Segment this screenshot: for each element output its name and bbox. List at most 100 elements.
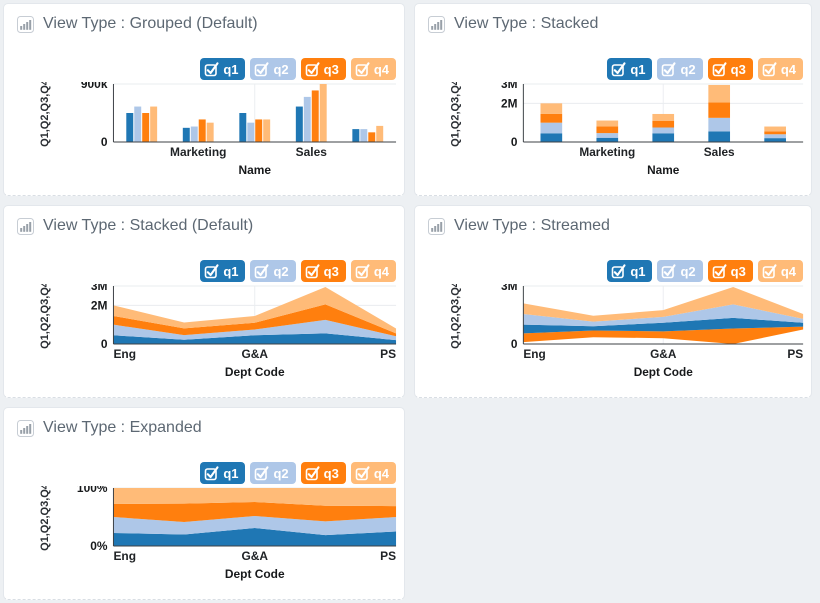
- bar-segment-q2[interactable]: [708, 117, 731, 132]
- bar-q2[interactable]: [134, 106, 142, 142]
- bar-q4[interactable]: [376, 125, 384, 142]
- checkbox-checked-icon: [255, 465, 270, 480]
- panel-header: View Type : Expanded: [4, 408, 404, 437]
- bar-q4[interactable]: [150, 106, 158, 142]
- legend-item-q3[interactable]: q3: [707, 260, 753, 282]
- area-layer-q1[interactable]: [523, 317, 804, 334]
- checkbox-checked-icon: [305, 263, 320, 278]
- chart-canvas-stacked-bar[interactable]: 0 2M 3M Marketing Sales Name Q1,Q2,Q3,Q4: [415, 82, 811, 180]
- legend-item-label: q4: [780, 263, 796, 279]
- legend-item-q2[interactable]: q2: [657, 260, 703, 282]
- checkbox-checked-icon: [355, 263, 370, 278]
- bar-q1[interactable]: [126, 113, 134, 142]
- legend-item-q4[interactable]: q4: [350, 462, 396, 484]
- area-layer-q4[interactable]: [113, 286, 397, 334]
- bar-q3[interactable]: [255, 119, 263, 142]
- checkbox-checked-icon: [712, 61, 727, 76]
- panel-view-type-stacked-area: View Type : Stacked (Default) q1 q2 q3 q4 0…: [3, 205, 405, 398]
- bar-chart-icon: [17, 217, 34, 235]
- chart-canvas-stream-area[interactable]: 0 3M Eng G&A PS Dept Code Q1,Q2,Q3,Q4: [415, 284, 811, 382]
- legend: q1 q2 q3 q4: [607, 260, 803, 282]
- y-tick-label: 2M: [91, 298, 108, 312]
- legend-item-label: q3: [730, 61, 746, 77]
- bar-q3[interactable]: [142, 113, 150, 142]
- legend-item-q3[interactable]: q3: [300, 58, 346, 80]
- checkbox-checked-icon: [255, 61, 270, 76]
- bar-q2[interactable]: [247, 122, 255, 142]
- area-layer-q2[interactable]: [523, 304, 804, 327]
- bar-q1[interactable]: [295, 106, 303, 142]
- legend-item-q2[interactable]: q2: [250, 462, 296, 484]
- area-layer-q3[interactable]: [113, 304, 397, 337]
- area-layer-q1[interactable]: [113, 528, 397, 546]
- legend-item-q1[interactable]: q1: [200, 260, 246, 282]
- bar-q2[interactable]: [303, 96, 311, 142]
- bar-segment-q4[interactable]: [540, 103, 563, 114]
- bar-q3[interactable]: [311, 90, 319, 142]
- bar-q4[interactable]: [263, 119, 271, 142]
- legend-item-label: q2: [273, 263, 289, 279]
- bar-q4[interactable]: [319, 84, 327, 142]
- bar-segment-q1[interactable]: [708, 131, 731, 142]
- legend-item-q4[interactable]: q4: [757, 58, 803, 80]
- legend-item-q1[interactable]: q1: [607, 58, 653, 80]
- checkbox-checked-icon: [255, 263, 270, 278]
- bar-q2[interactable]: [360, 129, 368, 142]
- bar-q3[interactable]: [198, 119, 206, 142]
- area-layer-q4[interactable]: [113, 488, 397, 507]
- bar-segment-q1[interactable]: [652, 133, 675, 142]
- y-tick-label: 2M: [501, 96, 517, 110]
- area-layer-q3[interactable]: [113, 502, 397, 522]
- bar-segment-q4[interactable]: [764, 126, 786, 132]
- legend-item-q4[interactable]: q4: [757, 260, 803, 282]
- area-layer-q3[interactable]: [523, 326, 804, 344]
- y-tick-label: 0%: [90, 539, 108, 553]
- bar-segment-q2[interactable]: [652, 127, 675, 134]
- legend-item-q4[interactable]: q4: [350, 260, 396, 282]
- legend-item-q2[interactable]: q2: [657, 58, 703, 80]
- panel-view-type-grouped: View Type : Grouped (Default) q1 q2 q3 q4 0…: [3, 3, 405, 196]
- bar-q1[interactable]: [352, 129, 360, 142]
- bar-segment-q3[interactable]: [708, 102, 731, 118]
- area-layer-q2[interactable]: [113, 319, 397, 341]
- bar-segment-q3[interactable]: [652, 120, 675, 128]
- bar-segment-q2[interactable]: [596, 133, 619, 138]
- legend-item-q3[interactable]: q3: [300, 260, 346, 282]
- bar-segment-q4[interactable]: [652, 113, 675, 121]
- chart-canvas-stacked-area[interactable]: 0 2M 3M Eng G&A PS Dept Code Q1,Q2,Q3,Q4: [4, 284, 404, 382]
- area-layer-q2[interactable]: [113, 516, 397, 536]
- bar-segment-q1[interactable]: [540, 133, 563, 142]
- area-layer-q4[interactable]: [523, 286, 804, 322]
- bar-q3[interactable]: [368, 132, 376, 142]
- bar-q1[interactable]: [239, 113, 247, 142]
- bar-q2[interactable]: [190, 126, 198, 142]
- checkbox-checked-icon: [762, 61, 777, 76]
- bar-segment-q3[interactable]: [764, 131, 786, 135]
- bar-q1[interactable]: [182, 127, 190, 142]
- legend-item-q1[interactable]: q1: [607, 260, 653, 282]
- legend: q1 q2 q3 q4: [200, 58, 396, 80]
- x-tick-label: Sales: [296, 145, 328, 159]
- y-axis-title: Q1,Q2,Q3,Q4: [39, 82, 51, 147]
- bar-chart-icon: [17, 419, 34, 437]
- legend-item-q2[interactable]: q2: [250, 260, 296, 282]
- bar-segment-q2[interactable]: [540, 122, 563, 134]
- bar-segment-q3[interactable]: [540, 113, 563, 123]
- bar-segment-q1[interactable]: [764, 138, 786, 142]
- legend-item-q3[interactable]: q3: [300, 462, 346, 484]
- bar-segment-q3[interactable]: [596, 126, 619, 134]
- legend-item-q1[interactable]: q1: [200, 58, 246, 80]
- chart-canvas-expanded-area[interactable]: 0% 100% Eng G&A PS Dept Code Q1,Q2,Q3,Q4: [4, 486, 404, 584]
- bar-segment-q1[interactable]: [596, 137, 619, 142]
- bar-q4[interactable]: [206, 122, 214, 142]
- bar-segment-q2[interactable]: [764, 134, 786, 139]
- legend-item-q3[interactable]: q3: [707, 58, 753, 80]
- legend-item-q1[interactable]: q1: [200, 462, 246, 484]
- bar-segment-q4[interactable]: [596, 120, 619, 127]
- area-layer-q1[interactable]: [113, 333, 397, 344]
- legend-item-q2[interactable]: q2: [250, 58, 296, 80]
- x-tick-label: Marketing: [170, 145, 226, 159]
- chart-canvas-grouped-bar[interactable]: 0 900k Marketing Sales Name Q1,Q2,Q3,Q4: [4, 82, 404, 180]
- bar-segment-q4[interactable]: [708, 84, 731, 103]
- legend-item-q4[interactable]: q4: [350, 58, 396, 80]
